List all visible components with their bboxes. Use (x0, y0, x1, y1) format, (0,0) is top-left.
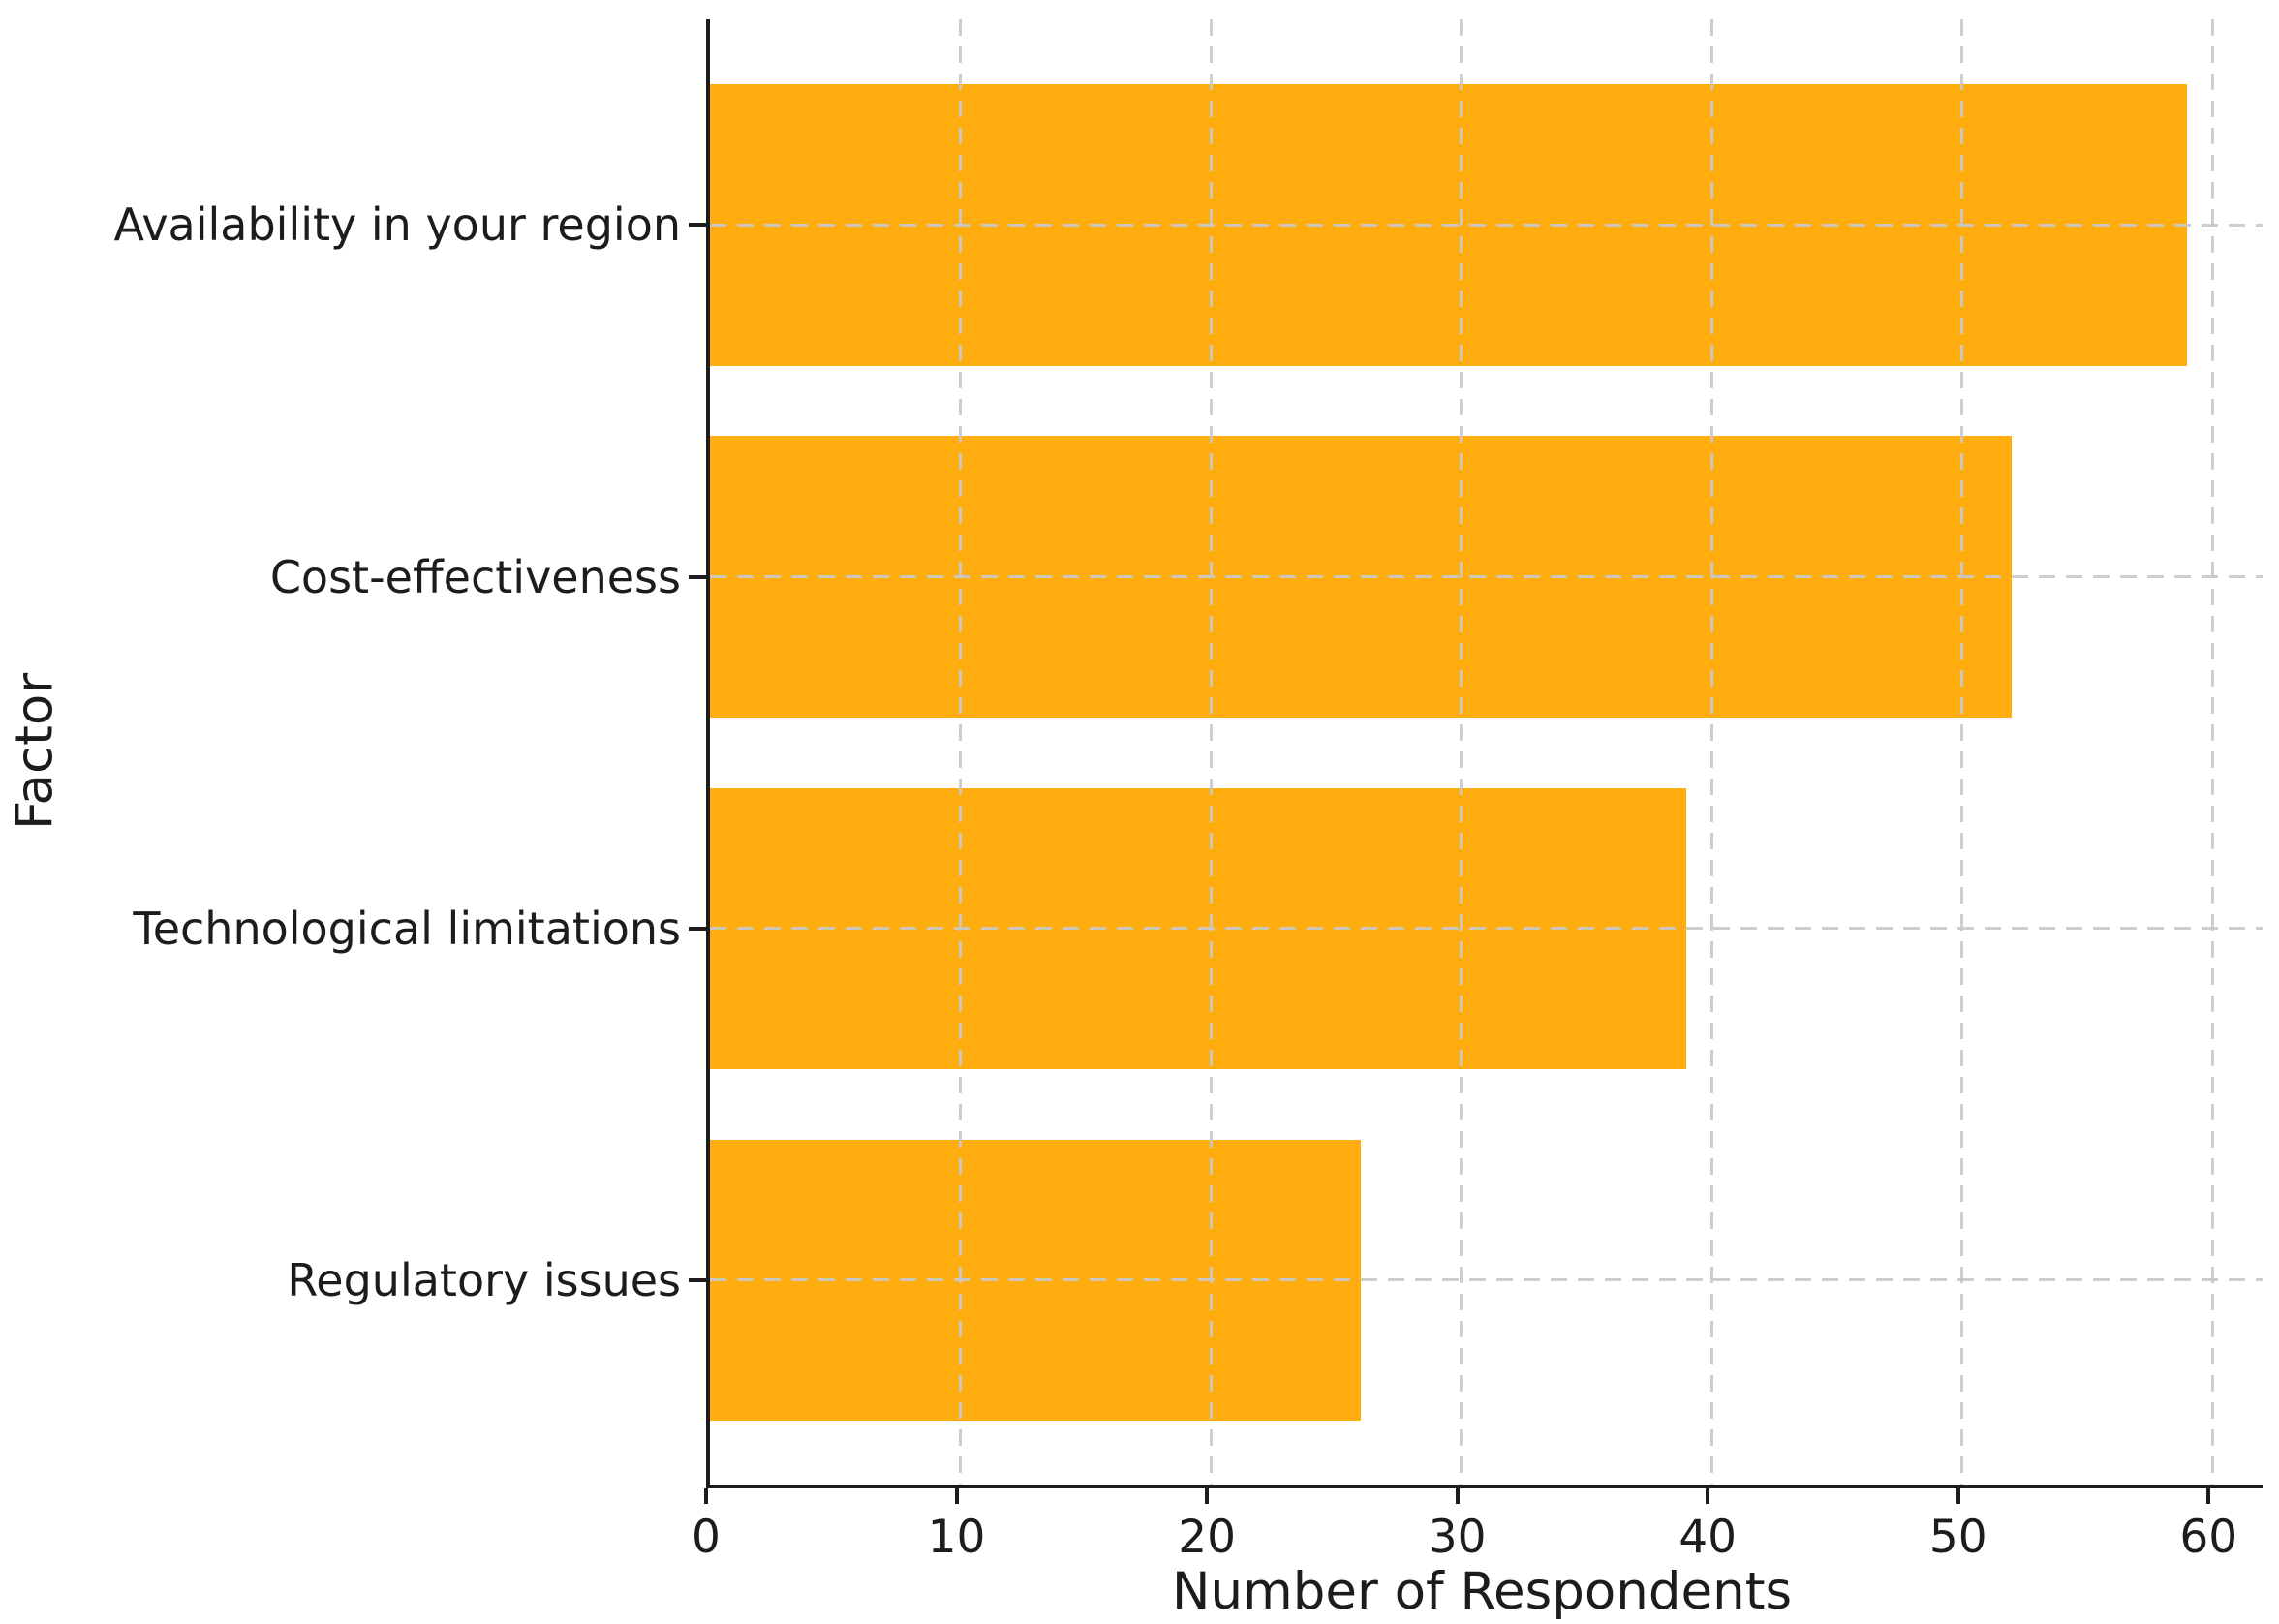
y-gridline-0 (710, 223, 2263, 227)
x-gridline-10 (959, 19, 963, 1485)
x-tick-50 (1956, 1488, 1960, 1504)
x-tick-label-30: 30 (1428, 1511, 1487, 1564)
x-gridline-40 (1709, 19, 1713, 1485)
x-tick-label-0: 0 (692, 1511, 721, 1564)
y-axis-label: Factor (5, 672, 65, 831)
x-tick-label-10: 10 (927, 1511, 986, 1564)
x-tick-0 (704, 1488, 708, 1504)
x-tick-label-50: 50 (1928, 1511, 1987, 1564)
x-gridline-20 (1209, 19, 1213, 1485)
x-tick-20 (1205, 1488, 1210, 1504)
x-axis-label: Number of Respondents (1171, 1562, 1793, 1621)
y-tick-0 (689, 223, 706, 228)
y-tick-1 (689, 574, 706, 579)
category-label-2: Technological limitations (133, 902, 681, 955)
plot-area (706, 19, 2263, 1488)
category-label-0: Availability in your region (113, 199, 681, 252)
y-gridline-1 (710, 575, 2263, 579)
y-gridline-3 (710, 1278, 2263, 1282)
x-gridline-50 (1960, 19, 1964, 1485)
y-gridline-2 (710, 927, 2263, 931)
x-gridline-30 (1460, 19, 1463, 1485)
y-tick-3 (689, 1277, 706, 1282)
category-label-1: Cost-effectiveness (269, 550, 681, 603)
y-tick-2 (689, 926, 706, 931)
category-label-3: Regulatory issues (287, 1253, 681, 1306)
x-tick-label-40: 40 (1678, 1511, 1738, 1564)
x-tick-10 (954, 1488, 959, 1504)
x-tick-label-60: 60 (2179, 1511, 2238, 1564)
x-tick-60 (2206, 1488, 2211, 1504)
x-tick-30 (1455, 1488, 1460, 1504)
x-gridline-60 (2210, 19, 2214, 1485)
x-tick-40 (1706, 1488, 1710, 1504)
x-tick-label-20: 20 (1178, 1511, 1236, 1564)
